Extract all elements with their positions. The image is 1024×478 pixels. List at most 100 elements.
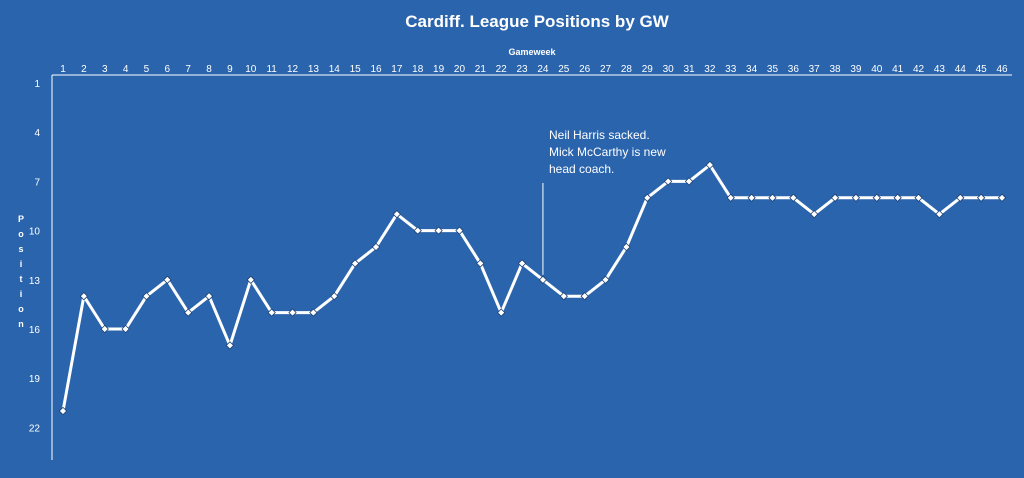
y-axis-label-letter: P <box>18 214 24 224</box>
y-tick-label: 7 <box>34 177 40 188</box>
data-point <box>914 193 923 202</box>
y-axis-label: Position <box>18 214 24 329</box>
x-tick-label: 30 <box>663 64 675 75</box>
y-axis-label-letter: s <box>18 244 23 254</box>
series-line <box>61 163 1002 412</box>
x-tick-label: 43 <box>934 64 946 75</box>
x-tick-label: 42 <box>913 64 925 75</box>
x-tick-label: 25 <box>558 64 570 75</box>
x-tick-label: 7 <box>185 64 191 75</box>
data-point <box>371 242 381 252</box>
x-tick-label: 41 <box>892 64 904 75</box>
data-point <box>851 193 861 202</box>
data-point <box>330 292 339 301</box>
x-tick-label: 22 <box>496 64 508 75</box>
x-tick-label: 21 <box>475 64 487 75</box>
data-point <box>538 275 548 284</box>
data-point <box>789 193 798 202</box>
data-point <box>726 193 735 202</box>
x-tick-label: 31 <box>683 64 695 75</box>
y-tick-label: 22 <box>29 423 41 434</box>
data-point <box>455 226 464 235</box>
x-tick-label: 15 <box>350 64 362 75</box>
data-point <box>497 308 506 317</box>
y-axis-label-letter: o <box>18 304 24 314</box>
x-tick-label: 33 <box>725 64 737 75</box>
data-point <box>622 242 631 252</box>
x-tick-label: 39 <box>850 64 862 75</box>
data-point <box>246 275 255 284</box>
x-tick-label: 4 <box>123 64 129 75</box>
data-point <box>956 193 965 202</box>
y-tick-label: 16 <box>29 325 41 336</box>
data-point <box>893 193 902 202</box>
annotation-text-line: Neil Harris sacked. <box>549 128 650 142</box>
data-points <box>58 160 1007 416</box>
data-point <box>225 341 235 350</box>
x-tick-label: 3 <box>102 64 108 75</box>
x-tick-label: 9 <box>227 64 233 75</box>
x-tick-label: 34 <box>746 64 758 75</box>
data-point <box>559 292 568 301</box>
data-point <box>413 226 422 235</box>
annotation-text-line: head coach. <box>549 162 614 176</box>
data-point <box>810 210 819 219</box>
x-tick-label: 37 <box>809 64 821 75</box>
x-tick-label: 6 <box>165 64 171 75</box>
y-axis-label-letter: t <box>20 274 23 284</box>
y-axis-label-letter: n <box>18 319 24 329</box>
data-point <box>663 177 673 186</box>
data-point <box>204 292 214 301</box>
data-point <box>580 292 589 301</box>
y-tick-label: 19 <box>29 374 41 385</box>
x-tick-label: 23 <box>517 64 529 75</box>
x-tick-label: 2 <box>81 64 87 75</box>
x-tick-label: 20 <box>454 64 466 75</box>
data-point <box>643 193 652 202</box>
data-point <box>163 275 172 284</box>
data-point <box>872 193 881 202</box>
x-tick-label: 19 <box>433 64 445 75</box>
data-point <box>997 193 1007 202</box>
y-axis-label-letter: o <box>18 229 24 239</box>
x-tick-label: 29 <box>642 64 654 75</box>
x-tick-label: 28 <box>621 64 633 75</box>
x-tick-label: 40 <box>871 64 883 75</box>
y-tick-label: 10 <box>29 227 41 238</box>
data-point <box>517 259 527 268</box>
x-tick-label: 44 <box>955 64 967 75</box>
x-tick-label: 38 <box>830 64 842 75</box>
x-tick-label: 46 <box>996 64 1008 75</box>
x-tick-label: 16 <box>370 64 382 75</box>
x-tick-label: 26 <box>579 64 591 75</box>
data-point <box>601 275 610 284</box>
x-tick-label: 18 <box>412 64 424 75</box>
data-point <box>935 210 944 219</box>
data-point <box>142 292 151 301</box>
y-tick-labels: 1 4 7 10 13 16 19 22 <box>29 79 41 434</box>
x-tick-label: 8 <box>206 64 212 75</box>
data-point <box>100 324 109 334</box>
annotation: Neil Harris sacked. Mick McCarthy is new h… <box>549 128 666 176</box>
data-point <box>121 324 130 334</box>
data-point <box>476 259 485 268</box>
x-tick-label: 12 <box>287 64 299 75</box>
x-tick-label: 36 <box>788 64 800 75</box>
x-tick-label: 24 <box>537 64 549 75</box>
x-tick-label: 17 <box>391 64 403 75</box>
data-point <box>392 210 402 219</box>
data-point <box>747 193 756 202</box>
x-axis-label: Gameweek <box>508 47 556 57</box>
x-tick-label: 5 <box>144 64 150 75</box>
x-tick-label: 27 <box>600 64 612 75</box>
x-tick-label: 10 <box>245 64 257 75</box>
data-point <box>705 160 715 170</box>
data-point <box>976 193 986 202</box>
y-tick-label: 13 <box>29 276 41 287</box>
data-point <box>830 193 840 202</box>
data-point <box>434 226 443 235</box>
x-tick-labels: 1 2 3 4 5 6 7 8 9 10 11 12 13 14 15 16 17 18 19 20 21 22 23 24 2… <box>60 64 1008 75</box>
x-tick-label: 1 <box>60 64 66 75</box>
annotation-text-line: Mick McCarthy is new <box>549 145 666 159</box>
